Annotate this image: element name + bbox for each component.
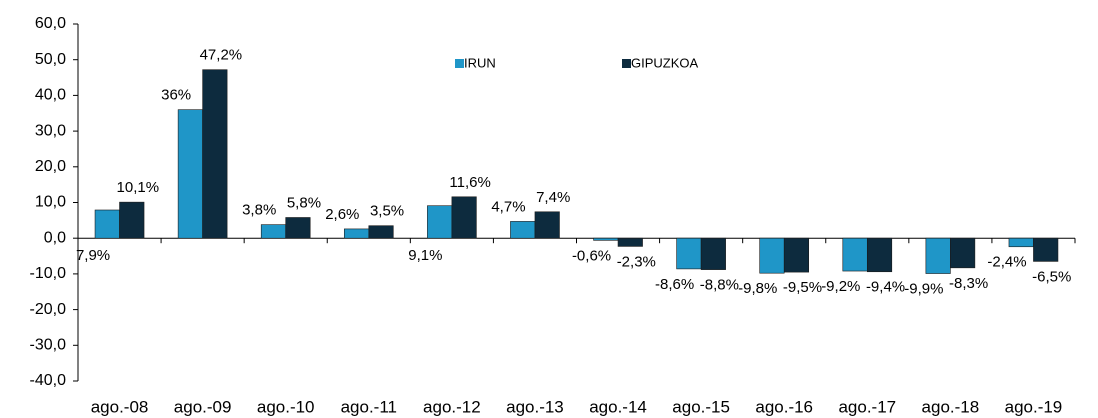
legend-label: GIPUZKOA (631, 55, 699, 70)
value-label: -0,6% (572, 247, 611, 264)
value-label: -9,2% (821, 278, 860, 295)
y-tick-label: 10,0 (35, 194, 66, 211)
value-label: -6,5% (1032, 268, 1071, 285)
bar (119, 201, 145, 239)
x-tick-label: ago.-08 (91, 397, 149, 416)
value-label: 7,4% (536, 189, 570, 206)
bar (510, 221, 536, 239)
value-label: 3,8% (242, 202, 276, 219)
value-label: 3,5% (370, 203, 404, 220)
bar (368, 225, 394, 239)
x-tick-label: ago.-13 (506, 397, 564, 416)
bar (285, 217, 311, 239)
value-label: -8,8% (700, 277, 739, 294)
bar (593, 237, 619, 241)
bar (950, 237, 976, 269)
legend-label: IRUN (464, 55, 496, 70)
x-tick-label: ago.-09 (174, 397, 232, 416)
value-label: 7,9% (76, 247, 110, 264)
x-tick-label: ago.-17 (838, 397, 896, 416)
value-label: 11,6% (449, 174, 490, 191)
bar (676, 237, 702, 270)
y-tick-label: -40,0 (30, 372, 67, 389)
legend-swatch (622, 59, 631, 68)
value-label: -2,3% (617, 253, 656, 270)
value-label: -2,4% (987, 254, 1026, 271)
value-label: 2,6% (325, 206, 359, 223)
bar (925, 237, 951, 274)
value-label: -8,6% (655, 276, 694, 293)
bar (842, 237, 868, 272)
y-tick-label: -20,0 (30, 301, 67, 318)
value-label: 9,1% (408, 247, 442, 264)
bar (1033, 237, 1059, 262)
value-label: -9,9% (904, 281, 943, 298)
x-tick-label: ago.-12 (423, 397, 481, 416)
x-tick-label: ago.-15 (672, 397, 730, 416)
y-tick-label: 60,0 (35, 15, 66, 32)
y-tick-label: 0,0 (44, 229, 66, 246)
bar (343, 228, 370, 239)
bar (700, 237, 726, 270)
y-tick-label: 40,0 (35, 87, 66, 104)
bar (94, 209, 120, 239)
bar (1008, 237, 1034, 248)
x-tick-label: ago.-11 (341, 397, 397, 416)
bar (427, 205, 453, 239)
y-tick-label: 50,0 (35, 51, 66, 68)
bar (260, 224, 287, 239)
x-tick-label: ago.-10 (257, 397, 315, 416)
bar (759, 237, 785, 274)
value-label: 5,8% (287, 194, 321, 211)
bar (451, 196, 477, 239)
bar (866, 237, 893, 273)
bar (534, 211, 560, 239)
value-label: 4,7% (491, 198, 525, 215)
value-label: -9,4% (866, 279, 905, 296)
y-tick-label: 20,0 (35, 158, 66, 175)
x-tick-label: ago.-14 (589, 397, 647, 416)
value-label: -8,3% (949, 275, 988, 292)
bar (177, 109, 203, 239)
x-tick-label: ago.-18 (922, 397, 980, 416)
y-tick-label: -10,0 (30, 265, 67, 282)
value-label: 47,2% (200, 47, 243, 64)
x-tick-label: ago.-19 (1005, 397, 1063, 416)
value-label: -9,8% (738, 280, 777, 297)
bar (783, 237, 810, 273)
value-label: 36% (161, 87, 191, 104)
value-label: 10,1% (117, 179, 160, 196)
bar (617, 237, 643, 247)
bar (202, 69, 228, 239)
x-tick-label: ago.-16 (755, 397, 813, 416)
value-label: -9,5% (783, 279, 822, 296)
legend-swatch (455, 59, 464, 68)
y-tick-label: 30,0 (35, 122, 66, 139)
y-tick-label: -30,0 (30, 337, 67, 354)
